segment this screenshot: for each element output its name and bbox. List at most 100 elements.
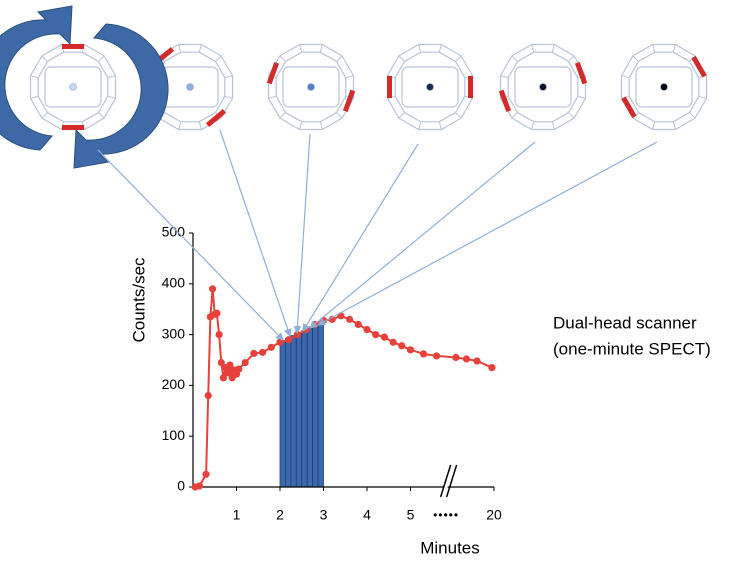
detector-head <box>205 109 227 128</box>
gantry-segment <box>319 44 323 53</box>
data-point <box>241 358 249 367</box>
y-tick-label: 0 <box>177 478 185 494</box>
data-point <box>226 361 234 369</box>
gantry-segment <box>568 112 575 119</box>
gantry-segment <box>652 44 656 53</box>
gantry-segment <box>418 121 422 130</box>
data-point <box>380 333 388 341</box>
gantry-segment <box>215 55 222 62</box>
x-tick-label: 3 <box>320 507 328 523</box>
detector-head <box>468 76 473 98</box>
gantry-segment <box>98 55 105 62</box>
axis-break <box>445 464 458 498</box>
y-tick-label: 500 <box>162 224 186 240</box>
axis-break-label: ••••• <box>433 508 459 522</box>
gantry-segment <box>418 44 422 53</box>
gantry-segment <box>30 95 39 99</box>
data-point <box>398 342 406 350</box>
scanner <box>386 43 474 131</box>
data-line <box>194 288 493 488</box>
bed <box>282 66 340 108</box>
gantry-segment <box>30 75 39 79</box>
gantry-segment <box>511 55 518 62</box>
y-axis-label: Counts/sec <box>129 257 148 343</box>
data-point <box>195 482 204 490</box>
gantry-segment <box>455 55 462 62</box>
pointer-arrows <box>97 129 658 341</box>
x-tick-label: 20 <box>486 507 502 523</box>
gantry-segment <box>279 112 286 119</box>
gantry-segment <box>279 55 286 62</box>
data-point <box>354 320 362 329</box>
gantry-segment <box>224 95 233 99</box>
detector-head <box>62 44 84 49</box>
bed <box>514 66 572 108</box>
detector-head <box>498 89 512 113</box>
gantry-segment <box>531 121 535 130</box>
x-tick-label: 5 <box>407 507 415 523</box>
bed <box>44 66 102 108</box>
data-point <box>488 364 496 372</box>
bar <box>290 335 297 488</box>
gantry-segment <box>398 112 405 119</box>
gantry-segment <box>438 44 442 53</box>
bar <box>285 338 292 488</box>
arrow <box>219 129 292 337</box>
data-point <box>419 350 428 358</box>
scanner <box>266 43 356 131</box>
arrow <box>309 141 536 329</box>
x-tick-label: 2 <box>276 507 284 523</box>
gantry-segment <box>500 75 509 79</box>
bar <box>317 323 324 488</box>
gantry-segment <box>198 121 202 130</box>
scanner <box>620 43 708 131</box>
gantry-segment <box>621 75 630 79</box>
gantry-segment <box>178 121 182 130</box>
gantry-segment <box>568 55 575 62</box>
arrow <box>97 149 284 341</box>
data-point <box>452 353 460 362</box>
detector-head <box>574 61 588 85</box>
data-point <box>285 336 293 344</box>
gantry-segment <box>198 44 202 53</box>
arrow <box>317 141 658 326</box>
gantry-segment <box>319 121 323 130</box>
bed <box>401 66 459 108</box>
source-dot <box>69 83 77 91</box>
gantry-segment <box>632 55 639 62</box>
gantry-segment <box>41 112 48 119</box>
data-point <box>235 365 243 373</box>
detector-head <box>62 125 84 130</box>
bar <box>301 330 308 488</box>
data-point <box>433 352 441 360</box>
gantry-segment <box>107 95 116 99</box>
y-tick-label: 100 <box>162 427 186 443</box>
data-point <box>328 315 336 323</box>
data-point <box>204 391 212 400</box>
data-point <box>267 343 275 351</box>
source-dot <box>426 83 434 91</box>
gantry-segment <box>672 121 676 130</box>
arrow <box>302 143 419 332</box>
source-dot <box>539 83 547 91</box>
bar <box>306 327 314 488</box>
axis-break <box>439 464 452 498</box>
bar <box>312 325 319 488</box>
detector-head <box>387 76 392 98</box>
scanner <box>498 43 588 131</box>
gantry-segment <box>455 112 462 119</box>
data-point <box>363 325 371 334</box>
gantry-segment <box>531 44 535 53</box>
detector-head <box>691 55 707 78</box>
gantry-segment <box>336 112 343 119</box>
gantry-segment <box>299 121 303 130</box>
data-point <box>406 346 415 354</box>
gantry-segment <box>577 95 586 99</box>
data-point <box>259 348 267 356</box>
gantry-segment <box>438 121 442 130</box>
gantry-segment <box>345 75 354 79</box>
gantry-segment <box>224 75 233 79</box>
data-point <box>462 355 471 363</box>
